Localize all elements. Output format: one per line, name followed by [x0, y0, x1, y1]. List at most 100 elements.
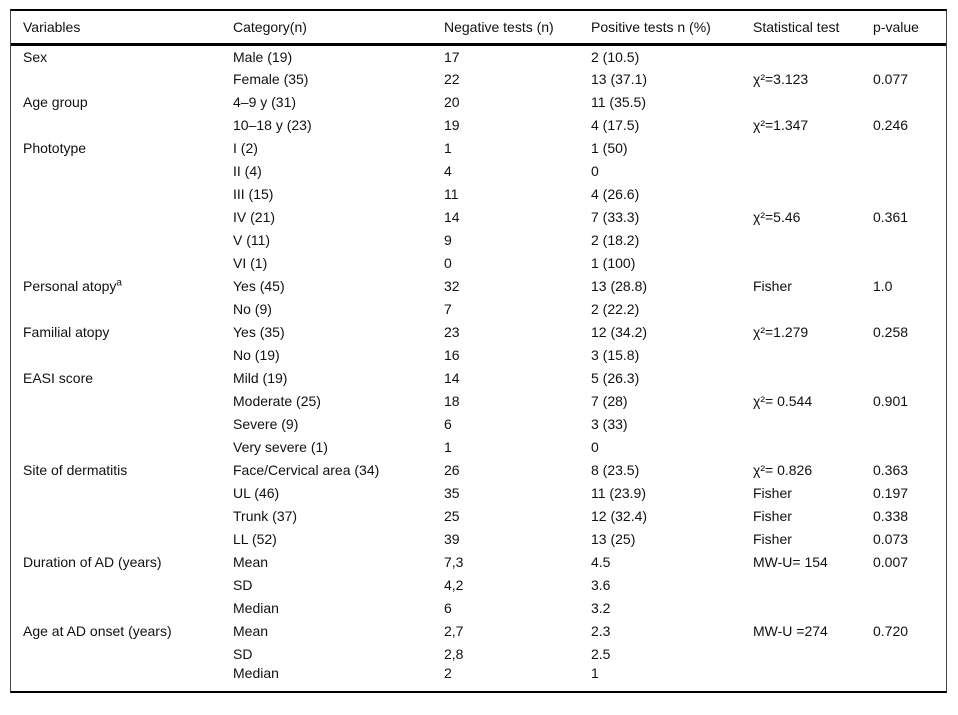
cell-statistical-test: χ²=5.46: [753, 208, 801, 225]
table-row: Moderate (25) 18 7 (28) χ²= 0.544 0.901: [11, 389, 946, 412]
cell-p-value: [873, 228, 946, 251]
cell-statistical-test: [753, 435, 873, 458]
cell-negative-tests: 1: [444, 139, 452, 156]
cell-statistical-test: [753, 573, 873, 596]
cell-positive-tests: 12 (32.4): [591, 507, 648, 524]
table-row: Personal atopya Yes (45) 32 13 (28.8) Fisher…: [11, 274, 946, 297]
statistics-table: Variables Category(n) Negative tests (n)…: [11, 11, 946, 691]
cell-category: No (19): [233, 346, 280, 363]
cell-negative-tests: 6: [444, 415, 452, 432]
table-row: Age at AD onset (years) Mean 2,7 2.3 MW-U =2…: [11, 619, 946, 642]
cell-positive-tests: 5 (26.3): [591, 369, 640, 386]
cell-statistical-test: [753, 665, 873, 691]
cell-variable: [11, 642, 233, 665]
cell-negative-tests: 4,2: [444, 576, 464, 593]
table-row: EASI score Mild (19) 14 5 (26.3): [11, 366, 946, 389]
cell-statistical-test: [753, 366, 873, 389]
cell-positive-tests: 2 (22.2): [591, 300, 640, 317]
cell-category: 10–18 y (23): [233, 116, 312, 133]
cell-positive-tests: 1 (50): [591, 139, 628, 156]
cell-variable: EASI score: [23, 369, 94, 386]
table-row: Trunk (37) 25 12 (32.4) Fisher 0.338: [11, 504, 946, 527]
cell-statistical-test: [753, 297, 873, 320]
table-row: 10–18 y (23) 19 4 (17.5) χ²=1.347 0.246: [11, 113, 946, 136]
cell-positive-tests: 0: [591, 162, 599, 179]
cell-positive-tests: 11 (35.5): [591, 93, 646, 110]
cell-positive-tests: 1 (100): [591, 254, 636, 271]
cell-statistical-test: MW-U= 154: [753, 553, 828, 570]
cell-category: Yes (35): [233, 323, 285, 340]
cell-p-value: [873, 297, 946, 320]
cell-statistical-test: [753, 90, 873, 113]
cell-variable: [11, 481, 233, 504]
cell-negative-tests: 1: [444, 438, 452, 455]
cell-variable: Site of dermatitis: [23, 461, 128, 478]
cell-negative-tests: 2,8: [444, 645, 464, 662]
cell-variable: [11, 665, 233, 691]
cell-statistical-test: χ²=3.123: [753, 70, 809, 87]
cell-negative-tests: 26: [444, 461, 460, 478]
cell-p-value: [873, 366, 946, 389]
table-row: Duration of AD (years) Mean 7,3 4.5 MW-U= 15…: [11, 550, 946, 573]
cell-p-value: 0.338: [873, 507, 909, 524]
cell-negative-tests: 4: [444, 162, 452, 179]
cell-positive-tests: 13 (37.1): [591, 70, 648, 87]
cell-category: VI (1): [233, 254, 268, 271]
cell-category: Yes (45): [233, 277, 285, 294]
cell-statistical-test: MW-U =274: [753, 622, 828, 639]
cell-category: Mean: [233, 622, 269, 639]
cell-positive-tests: 4.5: [591, 553, 611, 570]
cell-negative-tests: 32: [444, 277, 460, 294]
cell-positive-tests: 8 (23.5): [591, 461, 640, 478]
cell-p-value: 0.258: [873, 323, 909, 340]
cell-variable: [11, 67, 233, 90]
cell-negative-tests: 17: [444, 49, 460, 66]
cell-category: SD: [233, 645, 253, 662]
table-row: Female (35) 22 13 (37.1) χ²=3.123 0.077: [11, 67, 946, 90]
variable-label: Personal atopy: [23, 277, 117, 294]
cell-category: Male (19): [233, 49, 293, 66]
cell-positive-tests: 3.6: [591, 576, 611, 593]
cell-statistical-test: χ²=1.279: [753, 323, 809, 340]
table-row: Sex Male (19) 17 2 (10.5): [11, 44, 946, 67]
cell-variable: [11, 182, 233, 205]
cell-positive-tests: 11 (23.9): [591, 484, 646, 501]
cell-positive-tests: 2 (18.2): [591, 231, 640, 248]
cell-category: Moderate (25): [233, 392, 321, 409]
table-row: II (4) 4 0: [11, 159, 946, 182]
cell-p-value: [873, 435, 946, 458]
cell-p-value: [873, 412, 946, 435]
cell-category: UL (46): [233, 484, 280, 501]
cell-variable: [11, 573, 233, 596]
cell-category: Female (35): [233, 70, 309, 87]
cell-positive-tests: 2 (10.5): [591, 49, 640, 66]
cell-negative-tests: 25: [444, 507, 460, 524]
cell-negative-tests: 6: [444, 599, 452, 616]
cell-negative-tests: 39: [444, 530, 460, 547]
table-row: IV (21) 14 7 (33.3) χ²=5.46 0.361: [11, 205, 946, 228]
table-body: Sex Male (19) 17 2 (10.5) Female (35) 22 13 (3…: [11, 44, 946, 691]
cell-p-value: 0.361: [873, 208, 909, 225]
cell-category: SD: [233, 576, 253, 593]
cell-variable: [11, 297, 233, 320]
cell-variable: [11, 412, 233, 435]
cell-variable: [11, 113, 233, 136]
header-row: Variables Category(n) Negative tests (n)…: [11, 11, 946, 46]
col-header-category: Category(n): [233, 11, 444, 46]
footnote-marker: a: [116, 276, 122, 288]
col-header-statistical-test: Statistical test: [753, 11, 873, 46]
cell-variable: [11, 251, 233, 274]
cell-category: Mild (19): [233, 369, 288, 386]
cell-negative-tests: 19: [444, 116, 460, 133]
cell-variable: [11, 596, 233, 619]
cell-p-value: [873, 642, 946, 665]
cell-negative-tests: 14: [444, 208, 460, 225]
cell-p-value: 0.197: [873, 484, 909, 501]
cell-category: IV (21): [233, 208, 276, 225]
cell-p-value: [873, 343, 946, 366]
cell-variable: [11, 343, 233, 366]
cell-negative-tests: 18: [444, 392, 460, 409]
col-header-variables: Variables: [11, 11, 233, 46]
table-row: SD 2,8 2.5: [11, 642, 946, 665]
cell-statistical-test: [753, 136, 873, 159]
